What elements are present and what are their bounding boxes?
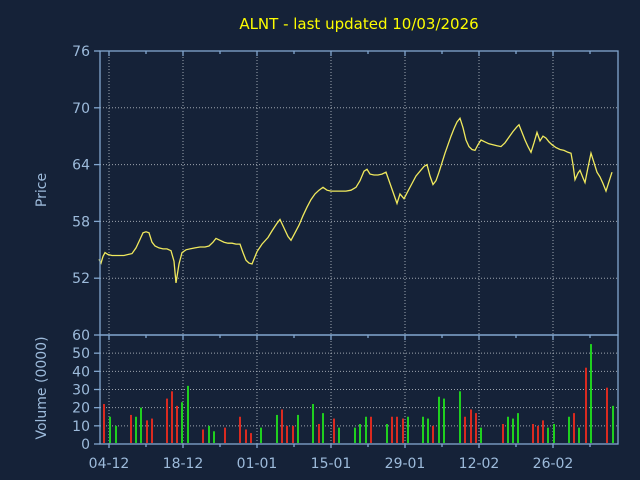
xtick-label: 12-02 [459, 456, 500, 472]
chart-title: ALNT - last updated 10/03/2026 [239, 15, 478, 33]
price-ytick-label: 76 [72, 44, 90, 60]
xtick-label: 15-01 [311, 456, 352, 472]
price-line [98, 116, 613, 284]
xtick-label: 04-12 [89, 456, 130, 472]
volume-ytick-label: 40 [72, 364, 90, 380]
volume-ytick-label: 0 [81, 437, 90, 453]
volume-axis-title: Volume (0000) [34, 336, 50, 439]
volume-ytick-label: 20 [72, 401, 90, 417]
xtick-label: 18-12 [163, 456, 204, 472]
price-axis-title: Price [34, 173, 50, 207]
xtick-label: 29-01 [385, 456, 426, 472]
volume-ytick-label: 30 [72, 383, 90, 399]
axis-labels: 76 70 64 58 52 60 50 40 30 20 10 0 04-12 18-12 01-01 15… [34, 44, 573, 472]
volume-ytick-label: 50 [72, 346, 90, 362]
price-ytick-label: 58 [72, 214, 90, 230]
price-ytick-label: 64 [72, 158, 90, 174]
price-ytick-label: 52 [72, 271, 90, 287]
xtick-label: 01-01 [237, 456, 278, 472]
price-ytick-label: 70 [72, 101, 90, 117]
price-panel-frame [99, 50, 619, 336]
volume-ytick-label: 60 [72, 328, 90, 344]
xtick-label: 26-02 [533, 456, 574, 472]
volume-ytick-label: 10 [72, 419, 90, 435]
chart-series [98, 116, 614, 443]
axes-frame [94, 50, 619, 448]
gridlines [100, 51, 618, 444]
